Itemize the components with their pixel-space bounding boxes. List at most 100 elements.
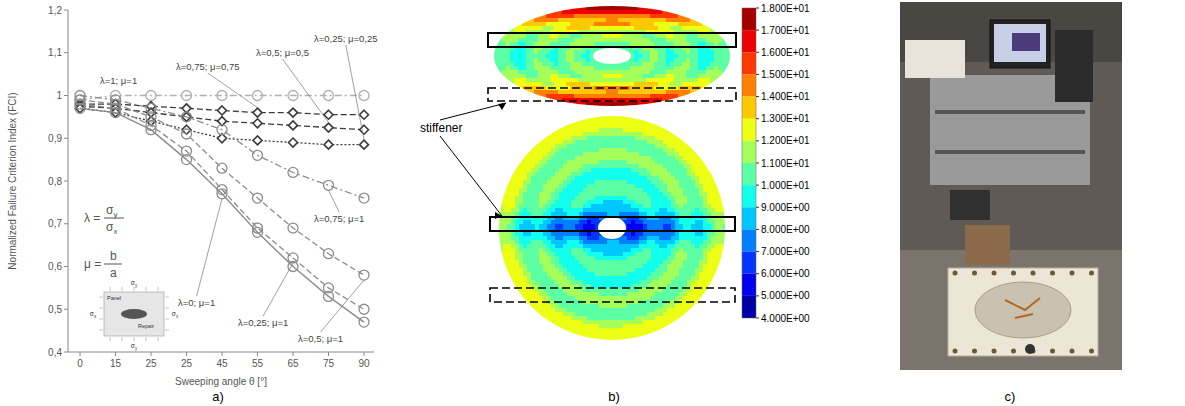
series-line: [80, 108, 364, 322]
contour-cell: [575, 152, 579, 156]
contour-cell: [543, 148, 547, 152]
contour-cell: [575, 144, 579, 148]
marker-circle: [359, 304, 369, 314]
contour-cell: [522, 22, 526, 26]
contour-cell: [535, 160, 539, 164]
contour-cell: [682, 26, 686, 30]
contour-cell: [506, 78, 510, 82]
contour-cell: [635, 128, 639, 132]
contour-cell: [550, 42, 554, 46]
contour-cell: [603, 116, 607, 120]
contour-cell: [578, 66, 582, 70]
contour-cell: [598, 38, 602, 42]
contour-cell: [602, 38, 606, 42]
contour-cell: [599, 136, 603, 140]
contour-cell: [630, 58, 634, 62]
contour-cell: [663, 152, 667, 156]
contour-cell: [578, 42, 582, 46]
contour-cell: [658, 42, 662, 46]
inset-arrow: [134, 287, 135, 291]
contour-cell: [695, 144, 699, 148]
contour-cell: [642, 82, 646, 86]
contour-cell: [558, 14, 562, 18]
contour-cell: [598, 102, 602, 106]
contour-cell: [647, 144, 651, 148]
contour-cell: [578, 94, 582, 98]
contour-cell: [658, 18, 662, 22]
leader-line: [346, 45, 364, 140]
contour-cell: [666, 14, 670, 18]
contour-cell: [539, 132, 543, 136]
contour-cell: [534, 62, 538, 66]
contour-cell: [598, 6, 602, 10]
contour-cell: [498, 42, 502, 46]
contour-cell: [575, 164, 579, 168]
contour-cell: [670, 70, 674, 74]
contour-cell: [626, 62, 630, 66]
contour-cell: [663, 144, 667, 148]
contour-cell: [606, 22, 610, 26]
contour-cell: [647, 132, 651, 136]
contour-cell: [614, 42, 618, 46]
contour-cell: [550, 10, 554, 14]
marker-circle: [359, 317, 369, 327]
inset-repair: [121, 309, 147, 319]
contour-cell: [559, 124, 563, 128]
contour-cell: [559, 148, 563, 152]
contour-cell: [663, 140, 667, 144]
contour-cell: [571, 152, 575, 156]
contour-cell: [694, 42, 698, 46]
y-tick: [64, 181, 68, 182]
contour-cell: [702, 22, 706, 26]
contour-cell: [702, 54, 706, 58]
contour-cell: [530, 54, 534, 58]
contour-cell: [538, 66, 542, 70]
contour-cell: [634, 6, 638, 10]
contour-cell: [695, 168, 699, 172]
contour-cell: [550, 74, 554, 78]
contour-cell: [515, 168, 519, 172]
contour-cell: [638, 6, 642, 10]
contour-cell: [618, 74, 622, 78]
contour-cell: [582, 58, 586, 62]
inset-arrow: [99, 319, 103, 320]
contour-cell: [610, 90, 614, 94]
contour-cell: [614, 34, 618, 38]
formulas: λ =σyσxμ =ba: [84, 203, 124, 280]
contour-cell: [683, 156, 687, 160]
contour-cell: [639, 132, 643, 136]
leader-line: [208, 73, 258, 108]
contour-cell: [634, 50, 638, 54]
contour-cell: [663, 148, 667, 152]
contour-cell: [651, 164, 655, 168]
contour-cell: [666, 94, 670, 98]
contour-cell: [594, 10, 598, 14]
contour-cell: [622, 6, 626, 10]
contour-cell: [650, 50, 654, 54]
contour-cell: [718, 70, 722, 74]
contour-cell: [634, 42, 638, 46]
contour-cell: [590, 14, 594, 18]
series-label: λ=0,25; μ=0,25: [314, 33, 378, 44]
contour-cell: [627, 156, 631, 160]
contour-cell: [659, 120, 663, 124]
contour-cell: [635, 148, 639, 152]
contour-cell: [599, 132, 603, 136]
contour-cell: [598, 26, 602, 30]
contour-cell: [550, 18, 554, 22]
contour-cell: [646, 22, 650, 26]
contour-cell: [563, 124, 567, 128]
contour-cell: [514, 74, 518, 78]
contour-cell: [514, 26, 518, 30]
contour-cell: [631, 152, 635, 156]
contour-cell: [514, 38, 518, 42]
contour-cell: [638, 94, 642, 98]
contour-cell: [494, 66, 498, 70]
contour-cell: [522, 26, 526, 30]
contour-cell: [595, 164, 599, 168]
contour-cell: [542, 18, 546, 22]
contour-cell: [619, 148, 623, 152]
contour-cell: [682, 38, 686, 42]
contour-cell: [590, 6, 594, 10]
contour-cell: [634, 62, 638, 66]
